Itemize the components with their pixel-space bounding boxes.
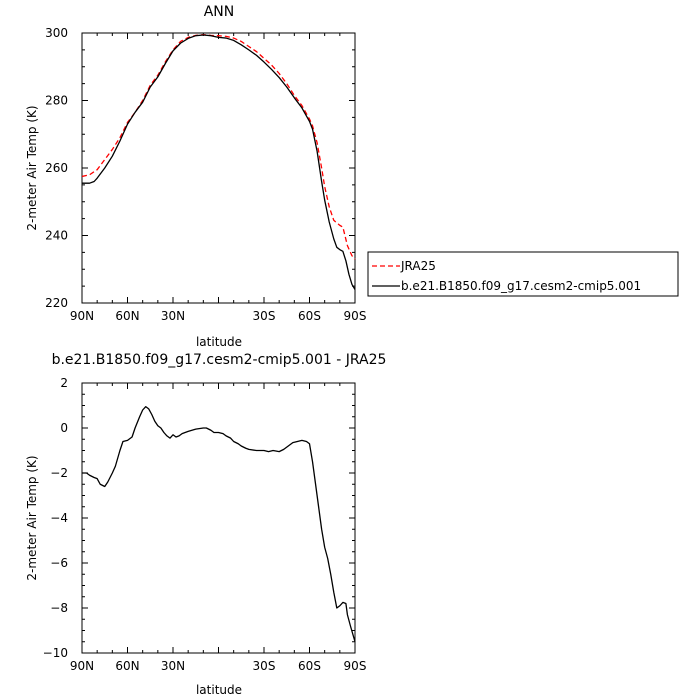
x-tick-label: 30S [253,659,276,673]
y-tick-label: −10 [43,646,68,660]
x-tick-label: 90N [70,659,94,673]
series-line-0 [81,34,356,260]
chart-top-xlabel: latitude [196,335,242,349]
x-tick-label: 30N [161,309,185,323]
x-tick-label: 90S [344,659,367,673]
legend-label-jra25: JRA25 [400,259,436,273]
y-tick-label: 300 [45,26,68,40]
legend: JRA25 b.e21.B1850.f09_g17.cesm2-cmip5.00… [367,251,679,297]
chart-top: ANN 90N 60N 30N 30S 60S 90S 220 240 260 280 300 la… [25,4,366,349]
x-tick-label: 90N [70,309,94,323]
y-tick-label: 2 [60,376,68,390]
y-tick-label: 220 [45,296,68,310]
chart-bottom-plot: 90N 60N 30N 30S 60S 90S −10 −8 −6 −4 −2 0 2 [43,376,367,673]
y-tick-label: 280 [45,94,68,108]
plot-frame [81,382,356,654]
y-tick-label: −2 [50,466,68,480]
x-tick-label: 60S [298,659,321,673]
legend-box [367,251,679,297]
y-tick-label: −8 [50,601,68,615]
series-line-0 [82,405,356,642]
chart-top-plot: 90N 60N 30N 30S 60S 90S 220 240 260 280 300 [45,26,366,323]
chart-bottom-title: b.e21.B1850.f09_g17.cesm2-cmip5.001 - JR… [52,352,387,368]
plot-frame [81,32,356,304]
y-tick-label: −4 [50,511,68,525]
x-tick-label: 30S [253,309,276,323]
x-tick-label: 60N [115,659,139,673]
x-tick-label: 60N [115,309,139,323]
legend-label-model: b.e21.B1850.f09_g17.cesm2-cmip5.001 [401,279,641,293]
x-tick-label: 90S [344,309,367,323]
chart-top-title: ANN [204,4,235,20]
y-tick-label: 260 [45,161,68,175]
x-tick-label: 60S [298,309,321,323]
chart-bottom-ylabel: 2-meter Air Temp (K) [25,455,39,580]
y-tick-label: 0 [60,421,68,435]
chart-top-ylabel: 2-meter Air Temp (K) [25,105,39,230]
y-tick-label: 240 [45,229,68,243]
chart-bottom: b.e21.B1850.f09_g17.cesm2-cmip5.001 - JR… [25,352,386,697]
x-tick-label: 30N [161,659,185,673]
y-tick-label: −6 [50,556,68,570]
series-line-1 [82,34,356,290]
chart-bottom-xlabel: latitude [196,683,242,697]
